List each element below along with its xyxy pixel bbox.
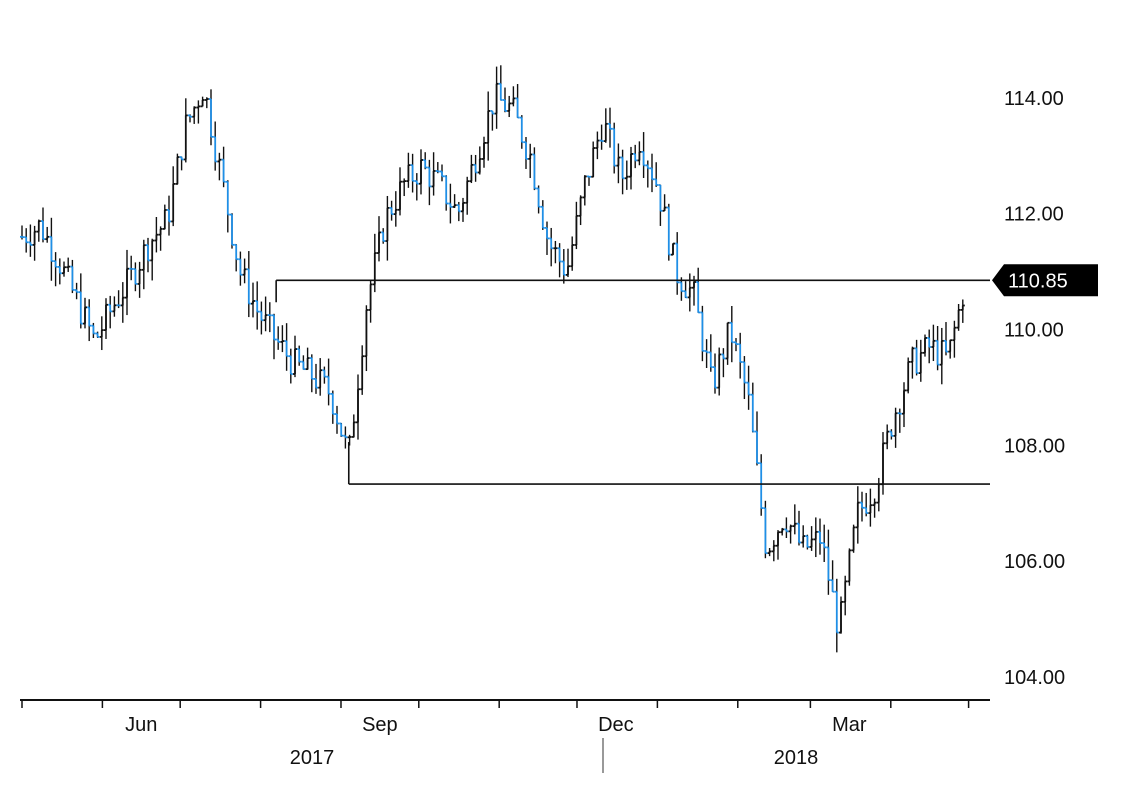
price-bars bbox=[20, 65, 965, 653]
y-tick-label: 110.00 bbox=[1004, 319, 1064, 341]
x-axis-labels: Jun Sep Dec Mar 2017 2018 bbox=[125, 714, 867, 769]
last-value-marker: 110.85 bbox=[992, 264, 1098, 297]
y-tick-label: 114.00 bbox=[1004, 88, 1064, 110]
y-tick-label: 112.00 bbox=[1004, 204, 1064, 226]
x-month-label: Sep bbox=[362, 714, 398, 736]
last-value-badge bbox=[992, 264, 1098, 297]
x-year-label: 2018 bbox=[774, 747, 819, 769]
x-month-label: Jun bbox=[125, 714, 157, 736]
x-month-label: Mar bbox=[832, 714, 867, 736]
y-tick-label: 108.00 bbox=[1004, 435, 1065, 457]
y-axis-labels: 104.00 106.00 108.00 110.00 112.00 114.00 bbox=[1004, 88, 1065, 689]
x-axis-ticks bbox=[21, 700, 970, 708]
y-tick-label: 106.00 bbox=[1004, 551, 1065, 573]
y-tick-label: 104.00 bbox=[1004, 667, 1065, 689]
x-year-label: 2017 bbox=[290, 747, 335, 769]
support-resistance-lines bbox=[275, 279, 990, 485]
x-month-label: Dec bbox=[598, 714, 634, 736]
last-value-label: 110.85 bbox=[1008, 270, 1068, 292]
